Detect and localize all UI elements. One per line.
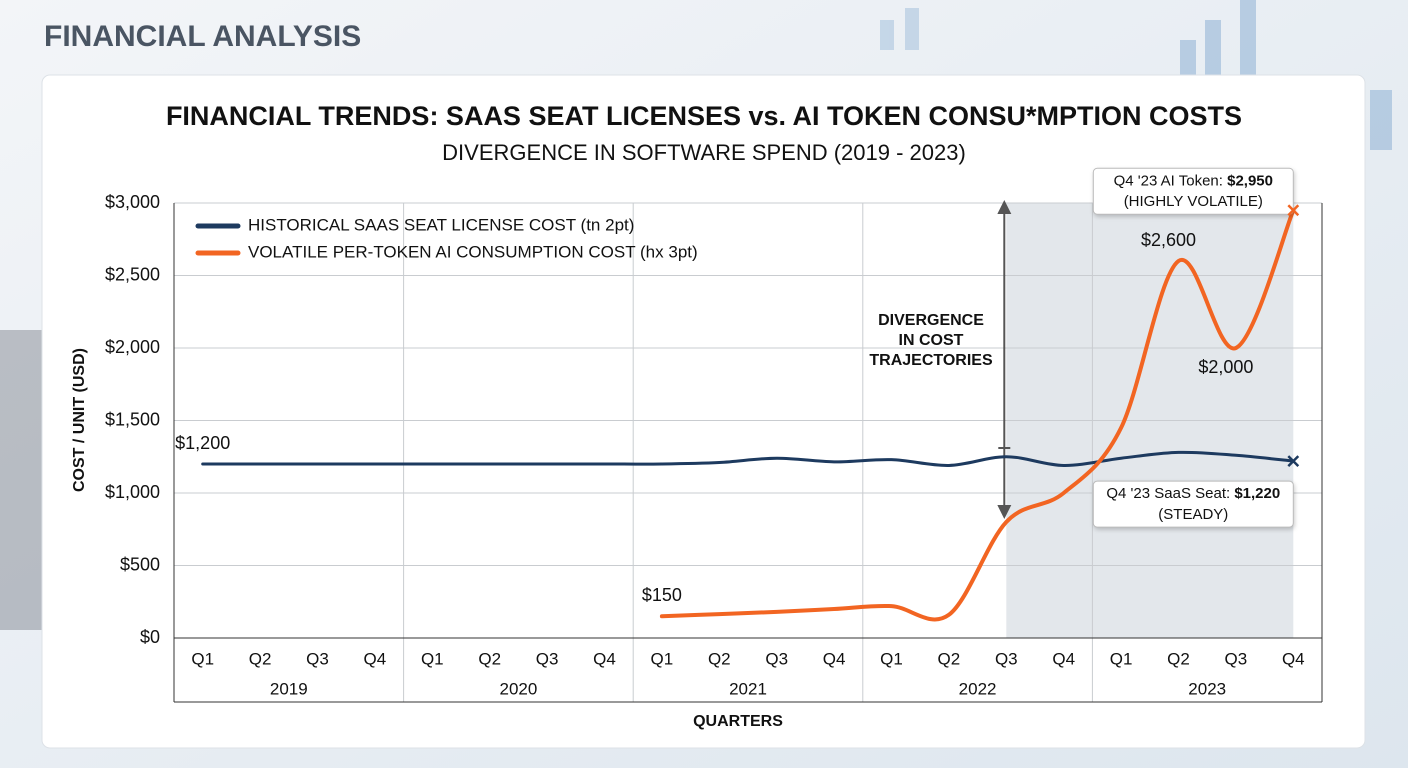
legend-label: VOLATILE PER-TOKEN AI CONSUMPTION COST (… [248, 242, 698, 261]
decoration [0, 0, 1392, 630]
x-tick-label: Q3 [306, 649, 329, 668]
data-label: $1,200 [175, 433, 230, 453]
x-tick-label: Q2 [708, 649, 731, 668]
x-tick-label: Q4 [364, 649, 387, 668]
group-label: 2022 [959, 679, 997, 698]
y-tick-label: $2,000 [105, 337, 160, 357]
x-tick-label: Q1 [880, 649, 903, 668]
end-marker [1287, 455, 1300, 467]
x-tick-label: Q2 [249, 649, 272, 668]
y-tick-label: $3,000 [105, 192, 160, 212]
page-header: FINANCIAL ANALYSIS [44, 20, 361, 53]
x-tick-label: Q2 [938, 649, 961, 668]
end-marker [1287, 204, 1300, 217]
x-tick-label: Q4 [593, 649, 616, 668]
annotation-text: TRAJECTORIES [869, 352, 993, 369]
callout-box [1092, 167, 1294, 215]
callout-label: Q4 '23 SaaS Seat: [1106, 485, 1230, 502]
callout-label: Q4 '23 AI Token: [1114, 172, 1223, 189]
y-tick-label: $1,000 [105, 482, 160, 502]
y-tick-label: $500 [120, 554, 160, 574]
x-tick-label: Q4 [823, 649, 846, 668]
callout-note: (HIGHLY VOLATILE) [1124, 193, 1263, 210]
y-axis-title: COST / UNIT (USD) [71, 348, 88, 492]
x-tick-label: Q4 [1282, 649, 1305, 668]
y-tick-label: $0 [140, 627, 160, 647]
x-tick-label: Q3 [765, 649, 788, 668]
series-line [201, 450, 1295, 467]
y-tick-label: $2,500 [105, 264, 160, 284]
y-tick-label: $1,500 [105, 409, 160, 429]
callout-box [1092, 480, 1294, 528]
x-tick-label: Q2 [1167, 649, 1190, 668]
x-tick-label: Q1 [191, 649, 214, 668]
x-axis-title: QUARTERS [693, 713, 783, 730]
x-tick-label: Q4 [1052, 649, 1075, 668]
chart-subtitle: DIVERGENCE IN SOFTWARE SPEND (2019 - 202… [442, 140, 966, 165]
legend-label: HISTORICAL SAAS SEAT LICENSE COST (tn 2p… [248, 215, 634, 234]
data-label: $1,220 [1234, 485, 1280, 502]
callout-note: (STEADY) [1158, 506, 1228, 523]
group-label: 2021 [729, 679, 767, 698]
x-tick-label: Q2 [478, 649, 501, 668]
x-tick-label: Q1 [1110, 649, 1133, 668]
x-tick-label: Q1 [421, 649, 444, 668]
annotation-text: IN COST [899, 332, 964, 349]
data-label: $150 [642, 585, 682, 605]
x-tick-label: Q1 [651, 649, 674, 668]
group-label: 2023 [1188, 679, 1226, 698]
x-tick-label: Q3 [995, 649, 1018, 668]
callout-text: Q4 '23 SaaS Seat: $1,220 [1106, 485, 1280, 502]
x-tick-label: Q3 [1225, 649, 1248, 668]
group-label: 2020 [499, 679, 537, 698]
x-tick-label: Q3 [536, 649, 559, 668]
annotation-text: DIVERGENCE [878, 312, 984, 329]
data-label: $2,600 [1141, 230, 1196, 250]
chart-title: FINANCIAL TRENDS: SAAS SEAT LICENSES vs.… [166, 101, 1242, 131]
data-label: $2,950 [1227, 172, 1273, 189]
group-label: 2019 [270, 679, 308, 698]
data-label: $2,000 [1198, 357, 1253, 377]
series-line [659, 208, 1296, 622]
callout-text: Q4 '23 AI Token: $2,950 [1114, 172, 1273, 189]
